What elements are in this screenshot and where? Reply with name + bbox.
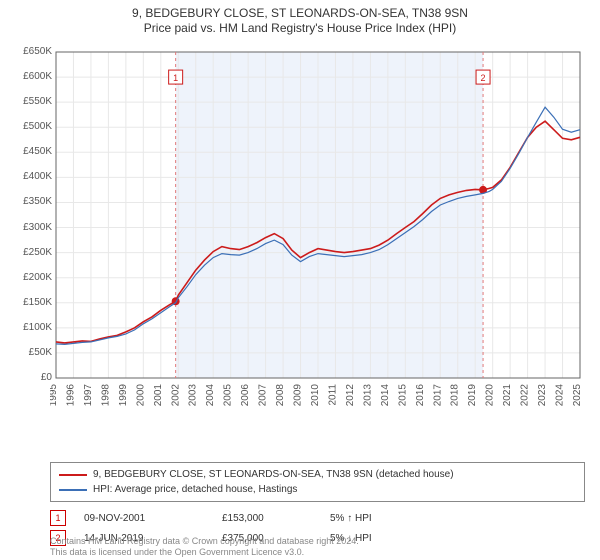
- svg-text:2019: 2019: [467, 384, 478, 407]
- y-tick-label: £200K: [8, 272, 52, 283]
- svg-text:2020: 2020: [485, 384, 496, 407]
- svg-text:2000: 2000: [135, 384, 146, 407]
- svg-text:2017: 2017: [432, 384, 443, 407]
- footer-line1: Contains HM Land Registry data © Crown c…: [50, 536, 359, 547]
- svg-text:2007: 2007: [258, 384, 269, 407]
- legend-row-hpi: HPI: Average price, detached house, Hast…: [59, 482, 576, 497]
- svg-text:2004: 2004: [205, 384, 216, 407]
- svg-text:2024: 2024: [555, 384, 566, 407]
- svg-text:2006: 2006: [240, 384, 251, 407]
- chart-subtitle: Price paid vs. HM Land Registry's House …: [0, 21, 600, 36]
- svg-text:2010: 2010: [310, 384, 321, 407]
- svg-text:2005: 2005: [223, 384, 234, 407]
- y-tick-label: £100K: [8, 322, 52, 333]
- svg-text:2001: 2001: [153, 384, 164, 407]
- y-tick-label: £400K: [8, 171, 52, 182]
- svg-text:2025: 2025: [572, 384, 583, 407]
- svg-text:2018: 2018: [450, 384, 461, 407]
- transaction-marker: 1: [50, 510, 66, 526]
- y-tick-label: £300K: [8, 222, 52, 233]
- svg-text:1: 1: [173, 73, 178, 83]
- y-tick-label: £450K: [8, 146, 52, 157]
- svg-text:1999: 1999: [118, 384, 129, 407]
- svg-text:2008: 2008: [275, 384, 286, 407]
- y-tick-label: £600K: [8, 71, 52, 82]
- line-chart-svg: 1995 1996 1997 1998 1999 2000 2001 2002 2003 2004…: [50, 46, 585, 426]
- legend-label-hpi: HPI: Average price, detached house, Hast…: [93, 482, 297, 497]
- chart-plot-area: 1995 1996 1997 1998 1999 2000 2001 2002 2003 2004…: [50, 46, 585, 426]
- y-tick-label: £50K: [8, 347, 52, 358]
- svg-text:2014: 2014: [380, 384, 391, 407]
- svg-text:2016: 2016: [415, 384, 426, 407]
- svg-text:1996: 1996: [65, 384, 76, 407]
- transaction-row: 1 09-NOV-2001 £153,000 5% ↑ HPI: [50, 508, 585, 528]
- legend-series-box: 9, BEDGEBURY CLOSE, ST LEONARDS-ON-SEA, …: [50, 462, 585, 502]
- chart-title: 9, BEDGEBURY CLOSE, ST LEONARDS-ON-SEA, …: [0, 6, 600, 21]
- y-tick-label: £250K: [8, 247, 52, 258]
- legend-swatch-hpi: [59, 489, 87, 491]
- transaction-delta: 5% ↑ HPI: [330, 513, 372, 524]
- transaction-price: £153,000: [222, 513, 312, 524]
- svg-text:2021: 2021: [502, 384, 513, 407]
- y-tick-label: £150K: [8, 297, 52, 308]
- svg-text:2011: 2011: [327, 384, 338, 406]
- svg-text:1998: 1998: [100, 384, 111, 407]
- legend-swatch-property: [59, 474, 87, 476]
- svg-text:1997: 1997: [83, 384, 94, 407]
- y-tick-label: £0: [8, 372, 52, 383]
- svg-text:2002: 2002: [170, 384, 181, 407]
- y-tick-label: £350K: [8, 196, 52, 207]
- svg-text:2015: 2015: [397, 384, 408, 407]
- svg-text:2009: 2009: [293, 384, 304, 407]
- footer-line2: This data is licensed under the Open Gov…: [50, 547, 359, 558]
- svg-text:2013: 2013: [362, 384, 373, 407]
- footer-attribution: Contains HM Land Registry data © Crown c…: [50, 536, 359, 559]
- svg-text:2022: 2022: [520, 384, 531, 407]
- svg-text:2: 2: [481, 73, 486, 83]
- svg-text:2003: 2003: [188, 384, 199, 407]
- y-tick-label: £550K: [8, 96, 52, 107]
- svg-text:2012: 2012: [345, 384, 356, 407]
- legend-label-property: 9, BEDGEBURY CLOSE, ST LEONARDS-ON-SEA, …: [93, 467, 454, 482]
- svg-text:2023: 2023: [537, 384, 548, 407]
- legend-row-property: 9, BEDGEBURY CLOSE, ST LEONARDS-ON-SEA, …: [59, 467, 576, 482]
- y-tick-label: £500K: [8, 121, 52, 132]
- svg-text:1995: 1995: [50, 384, 59, 407]
- transaction-date: 09-NOV-2001: [84, 513, 204, 524]
- y-tick-label: £650K: [8, 46, 52, 57]
